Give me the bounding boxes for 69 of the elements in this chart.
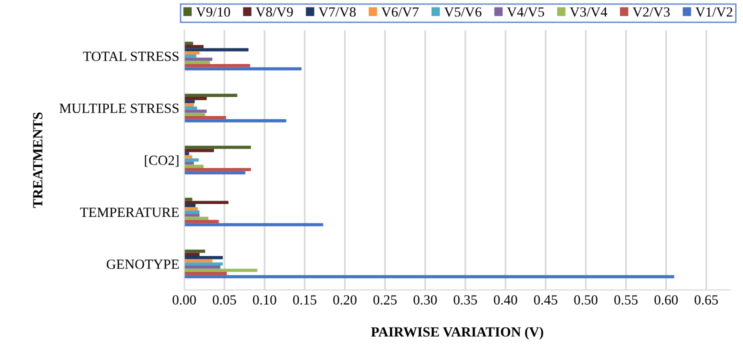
bar [184,216,208,220]
y-tick-label: GENOTYPE [106,260,179,269]
x-tick-label: 0.10 [252,295,276,305]
bar [184,268,258,272]
x-tick-label: 0.00 [172,295,196,305]
bar [184,252,200,256]
legend-label: V1/V2 [695,7,732,17]
y-tick-label: MULTIPLE STRESS [60,104,179,114]
x-tick-label: 0.20 [333,295,357,305]
bar [184,259,212,262]
bar [184,214,200,217]
bar [184,100,195,104]
bar [184,171,246,174]
x-tick-label: 0.45 [534,295,558,305]
legend-label: V4/V5 [506,7,544,17]
x-tick-label: 0.30 [414,295,437,305]
bar [184,207,198,210]
bar [184,67,302,70]
bar [184,112,206,116]
bar [184,275,674,278]
bar [184,256,223,260]
bar [184,110,207,113]
bar [184,262,223,266]
legend-label: V8/V9 [256,7,293,17]
y-tick-label: TEMPERATURE [80,208,179,217]
legend-label: V2/V3 [632,7,670,17]
x-tick-label: 0.05 [212,295,236,305]
legend-label: V9/10 [196,7,230,17]
bar [184,94,238,97]
y-tick-label: TOTAL STRESS [83,52,179,62]
bar [184,210,200,214]
bar [184,223,324,226]
bar [184,200,228,204]
legend-label: V5/V6 [444,7,482,17]
bar [184,164,204,168]
bar [184,48,249,52]
x-axis-title: PAIRWISE VARIATION (V) [371,326,544,340]
bar [184,44,204,48]
x-tick-label: 0.65 [694,295,718,305]
bar [184,168,251,172]
bar [184,64,250,68]
bar [184,266,220,269]
x-tick-label: 0.50 [574,295,598,305]
legend-label: V7/V8 [318,7,356,17]
bar [184,220,219,224]
bar [184,119,286,122]
bar [184,146,251,149]
bar [184,60,210,64]
y-axis-title: TREATMENTS [33,112,42,208]
x-tick-label: 0.60 [654,295,678,305]
x-tick-label: 0.55 [614,295,638,305]
bar [184,96,207,100]
legend-label: V6/V7 [381,7,419,17]
bar [184,116,226,120]
x-tick-label: 0.15 [293,295,316,305]
legend-label: V3/V4 [570,7,608,17]
x-tick-label: 0.25 [373,295,397,305]
bar [184,51,200,54]
bar [184,272,227,276]
x-tick-label: 0.40 [494,295,518,305]
y-tick-label: [CO2] [144,155,178,167]
bar [184,250,206,253]
bar [184,58,212,61]
bar [184,198,192,201]
bar [184,162,194,165]
bar [184,152,190,156]
bar [184,54,196,58]
x-tick-label: 0.35 [454,295,477,305]
bar [184,148,214,152]
